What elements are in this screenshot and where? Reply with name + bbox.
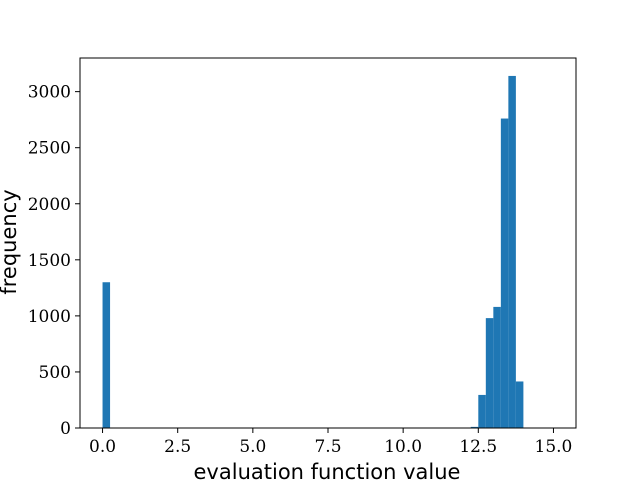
y-tick-label-4: 2000 xyxy=(28,195,71,215)
x-tick-label-2: 5.0 xyxy=(239,437,266,457)
x-tick-label-3: 7.5 xyxy=(314,437,341,457)
histogram-bar-5 xyxy=(500,118,509,428)
x-tick-label-4: 10.0 xyxy=(384,437,422,457)
x-axis-ticks: 0.0 2.5 5.0 7.5 10.0 12.5 15.0 xyxy=(89,428,572,457)
x-tick-label-0: 0.0 xyxy=(89,437,116,457)
bars-layer xyxy=(102,75,524,428)
y-tick-label-1: 500 xyxy=(39,363,71,383)
histogram-bar-6 xyxy=(508,75,516,428)
y-tick-label-0: 0 xyxy=(60,419,71,439)
y-tick-label-2: 1000 xyxy=(28,307,71,327)
y-axis-ticks: 0 500 1000 1500 2000 2500 3000 xyxy=(28,83,80,439)
histogram-bar-3 xyxy=(485,318,494,428)
x-tick-label-6: 15.0 xyxy=(535,437,573,457)
histogram-bar-2 xyxy=(478,394,486,428)
y-axis-label: frequency xyxy=(0,189,21,294)
histogram-bar-1 xyxy=(470,426,479,428)
histogram-bar-7 xyxy=(515,381,524,428)
x-tick-label-5: 12.5 xyxy=(459,437,497,457)
y-tick-label-3: 1500 xyxy=(28,251,71,271)
x-tick-label-1: 2.5 xyxy=(164,437,191,457)
y-tick-label-5: 2500 xyxy=(28,139,71,159)
histogram-bar-0 xyxy=(102,282,111,428)
y-tick-label-6: 3000 xyxy=(28,83,71,103)
x-axis-label: evaluation function value xyxy=(194,460,461,480)
histogram-bar-4 xyxy=(493,306,501,428)
